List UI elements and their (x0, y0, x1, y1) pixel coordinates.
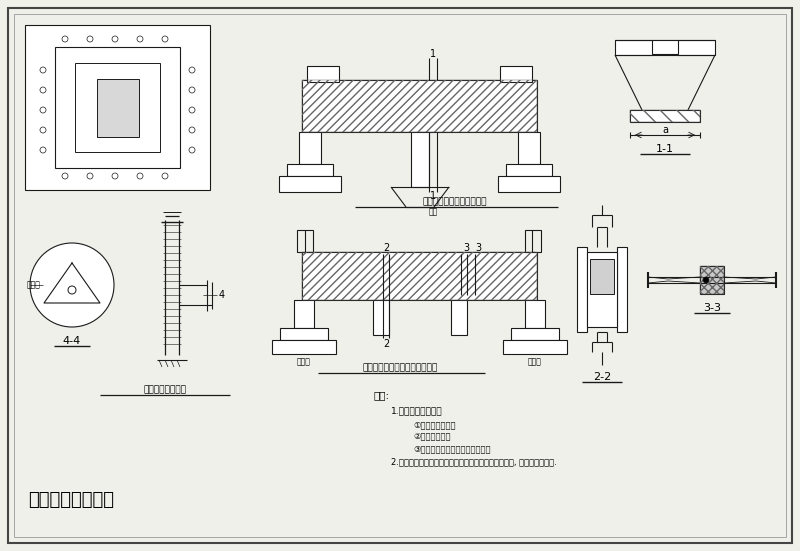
Circle shape (703, 277, 709, 283)
Bar (500, 66, 532, 82)
Text: ①、截面积接近则: ①、截面积接近则 (413, 420, 455, 429)
Text: 1: 1 (430, 191, 436, 201)
Bar (97, 79, 139, 137)
Circle shape (30, 243, 114, 327)
Text: ②、可以下铺底: ②、可以下铺底 (413, 432, 450, 441)
Bar (307, 66, 339, 82)
Text: 分期只多腿基础加宽示意图: 分期只多腿基础加宽示意图 (422, 197, 487, 207)
Circle shape (40, 127, 46, 133)
Bar (279, 176, 341, 192)
Bar (700, 266, 724, 294)
Text: 2: 2 (383, 339, 389, 349)
Text: a: a (662, 125, 668, 135)
Circle shape (40, 107, 46, 113)
Circle shape (189, 67, 195, 73)
Text: 4-4: 4-4 (63, 336, 81, 346)
Bar (411, 132, 429, 187)
Circle shape (189, 127, 195, 133)
Text: 3: 3 (475, 243, 481, 253)
Bar (272, 340, 336, 354)
Bar (518, 132, 540, 164)
Circle shape (62, 173, 68, 179)
Bar (587, 252, 617, 327)
Bar (373, 300, 389, 335)
Text: 4: 4 (219, 290, 225, 300)
Circle shape (62, 36, 68, 42)
Bar (615, 40, 715, 55)
Text: 1.构件截面选择依据: 1.构件截面选择依据 (391, 406, 442, 415)
Circle shape (137, 36, 143, 42)
Text: 加固脚: 加固脚 (528, 358, 542, 366)
Text: 3: 3 (463, 243, 469, 253)
Bar (302, 252, 537, 300)
Circle shape (87, 173, 93, 179)
Bar (630, 110, 700, 122)
Bar (299, 132, 321, 164)
Bar (294, 300, 314, 328)
Bar (302, 252, 537, 300)
Text: 钢构撑杆在基础锚固构造示意图: 钢构撑杆在基础锚固构造示意图 (362, 364, 438, 372)
Bar (280, 328, 328, 340)
Circle shape (40, 147, 46, 153)
Circle shape (189, 147, 195, 153)
Text: 基础加固节点图一: 基础加固节点图一 (28, 491, 114, 509)
Text: 1-1: 1-1 (656, 144, 674, 154)
Text: 柱脚: 柱脚 (428, 208, 438, 217)
Bar (652, 40, 678, 54)
Circle shape (87, 36, 93, 42)
Text: 2.构件基面用混凝土注浆处理底板，并经处理好石灰处, 再固基础底板片.: 2.构件基面用混凝土注浆处理底板，并经处理好石灰处, 再固基础底板片. (391, 457, 557, 466)
Circle shape (40, 87, 46, 93)
Bar (617, 247, 627, 332)
Bar (700, 266, 724, 294)
Circle shape (162, 36, 168, 42)
Bar (287, 164, 333, 176)
Text: 2: 2 (383, 243, 389, 253)
Text: 支承脚: 支承脚 (27, 280, 41, 289)
Text: 2-2: 2-2 (593, 372, 611, 382)
Bar (511, 328, 559, 340)
Circle shape (40, 67, 46, 73)
Bar (577, 247, 587, 332)
Text: 加固脚: 加固脚 (297, 358, 311, 366)
Bar (506, 164, 552, 176)
Bar (503, 340, 567, 354)
Circle shape (189, 87, 195, 93)
Circle shape (137, 173, 143, 179)
Text: ③、能上部分地下基础锚固处叠合: ③、能上部分地下基础锚固处叠合 (413, 444, 490, 453)
Bar (302, 80, 537, 132)
Bar (25, 25, 210, 190)
Bar (590, 259, 614, 294)
Circle shape (189, 107, 195, 113)
Bar (55, 47, 180, 168)
Bar (75, 63, 160, 152)
Bar (451, 300, 467, 335)
Bar (302, 80, 537, 132)
Circle shape (112, 36, 118, 42)
Text: 横截面连接示意图: 横截面连接示意图 (143, 386, 186, 395)
Text: 3-3: 3-3 (703, 303, 721, 313)
Bar (525, 300, 545, 328)
Bar (525, 230, 541, 252)
Text: 说明:: 说明: (373, 390, 389, 400)
Bar (498, 176, 560, 192)
Circle shape (162, 173, 168, 179)
Circle shape (68, 286, 76, 294)
Circle shape (112, 173, 118, 179)
Bar (630, 110, 700, 122)
Bar (297, 230, 313, 252)
Text: 1: 1 (430, 49, 436, 59)
